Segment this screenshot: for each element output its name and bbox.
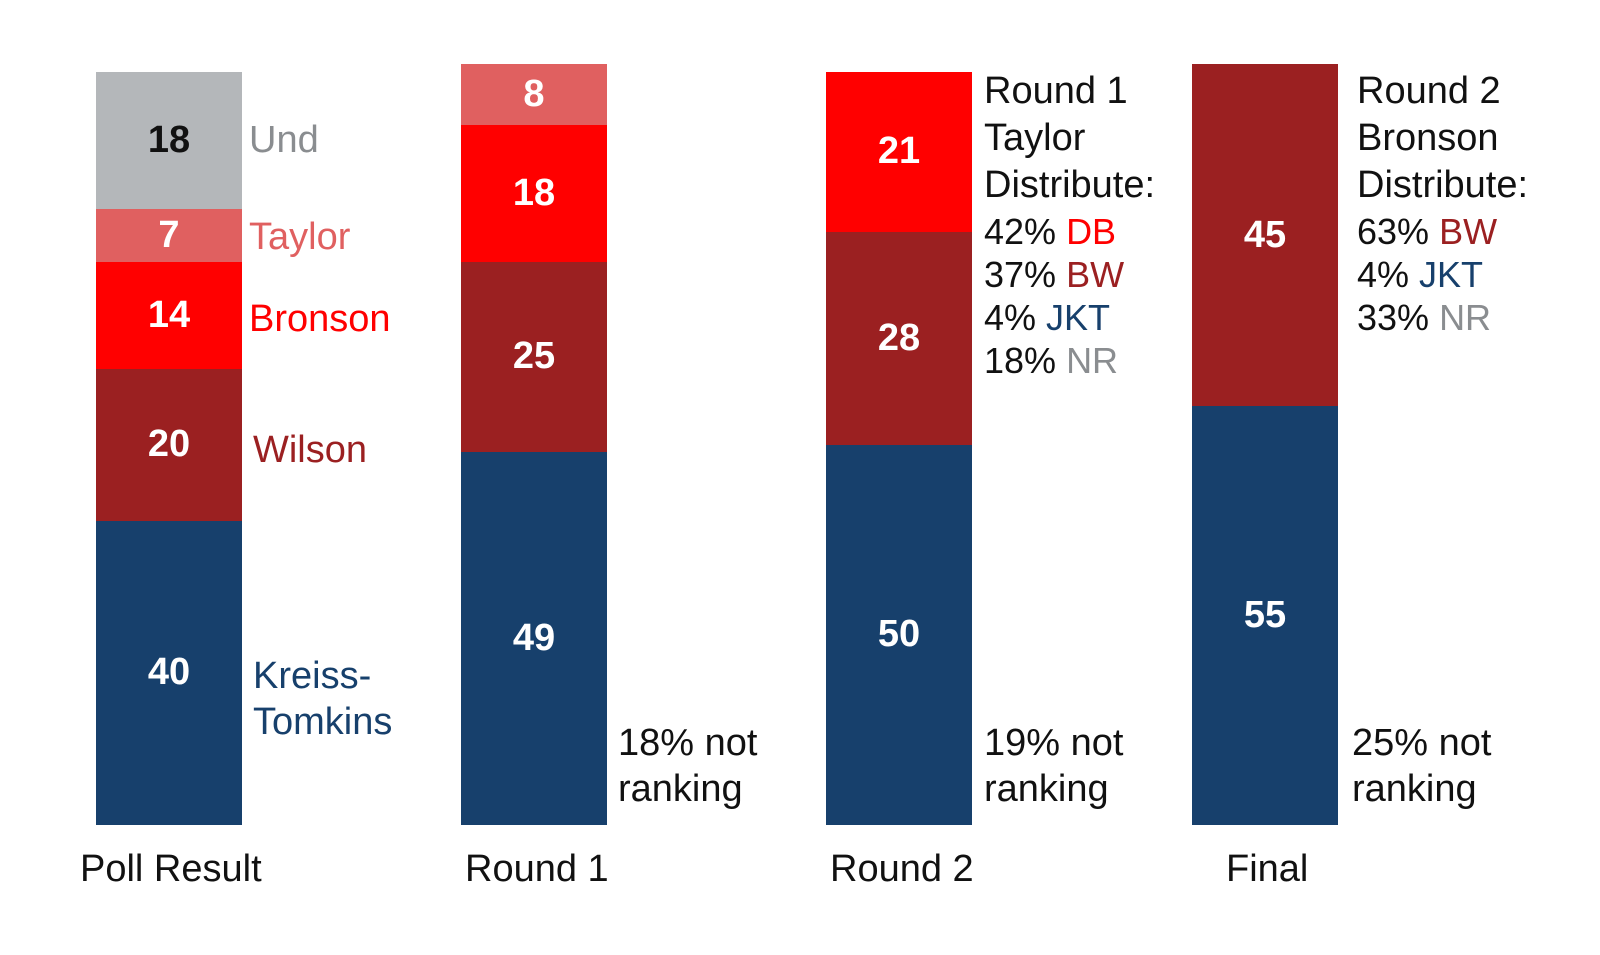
distribution-percent: 4% bbox=[984, 297, 1047, 338]
distribution-row: 4% JKT bbox=[984, 295, 1155, 338]
legend-label-taylor: Taylor bbox=[249, 216, 351, 258]
legend-label-und: Und bbox=[249, 119, 319, 161]
distribution-code: JKT bbox=[1419, 254, 1484, 295]
distribution-percent: 33% bbox=[1357, 297, 1440, 338]
data-label: 18 bbox=[147, 118, 191, 161]
data-label: 40 bbox=[147, 651, 191, 694]
x-category-label: Poll Result bbox=[80, 848, 262, 890]
note-line: ranking bbox=[1352, 768, 1477, 810]
data-label: 49 bbox=[512, 617, 556, 660]
distribution-percent: 4% bbox=[1357, 254, 1420, 295]
legend-label-bronson: Bronson bbox=[249, 298, 391, 340]
distribution-code: NR bbox=[1439, 297, 1492, 338]
distribution-row: 18% NR bbox=[984, 338, 1155, 381]
note-line: 25% not bbox=[1352, 722, 1492, 764]
x-category-label: Round 1 bbox=[465, 848, 609, 890]
note-line: 18% not bbox=[618, 722, 758, 764]
distribution-title-line: Taylor bbox=[984, 117, 1086, 159]
legend-label-wilson: Wilson bbox=[253, 429, 368, 471]
distribution-code: NR bbox=[1066, 340, 1119, 381]
bar-segment-und: 18 bbox=[96, 72, 242, 209]
bar-segment-kreiss-tomkins: 50 bbox=[826, 444, 972, 825]
bar-segment-wilson: 45 bbox=[1192, 64, 1338, 407]
distribution-title-line: Round 1 bbox=[984, 70, 1128, 112]
note-line: 19% not bbox=[984, 722, 1124, 764]
distribution-title-line: Round 2 bbox=[1357, 70, 1501, 112]
distribution-row: 4% JKT bbox=[1357, 252, 1528, 295]
data-label: 7 bbox=[158, 214, 180, 257]
bar-segment-taylor: 8 bbox=[461, 64, 607, 125]
distribution-annotation-round-2: Round 2 Bronson Distribute: 63% BW 4% JKT 33%… bbox=[1357, 68, 1528, 338]
data-label: 8 bbox=[523, 72, 545, 115]
bar-segment-wilson: 20 bbox=[96, 368, 242, 521]
distribution-title-line: Distribute: bbox=[984, 164, 1156, 206]
distribution-annotation-round-1: Round 1 Taylor Distribute: 42% DB 37% BW 4% J… bbox=[984, 68, 1155, 381]
not-ranking-note: 19% not ranking bbox=[984, 720, 1123, 812]
distribution-code: BW bbox=[1439, 211, 1498, 252]
data-label: 18 bbox=[512, 171, 556, 214]
distribution-percent: 18% bbox=[984, 340, 1067, 381]
bar-segment-kreiss-tomkins: 40 bbox=[96, 520, 242, 825]
data-label: 14 bbox=[147, 293, 191, 336]
distribution-row: 63% BW bbox=[1357, 209, 1528, 252]
distribution-percent: 63% bbox=[1357, 211, 1440, 252]
not-ranking-note: 25% not ranking bbox=[1352, 720, 1491, 812]
data-label: 55 bbox=[1243, 594, 1287, 637]
data-label: 45 bbox=[1243, 213, 1287, 256]
bar-segment-wilson: 25 bbox=[461, 261, 607, 453]
distribution-code: DB bbox=[1066, 211, 1117, 252]
distribution-title-line: Distribute: bbox=[1357, 164, 1529, 206]
bar-segment-bronson: 18 bbox=[461, 124, 607, 262]
bar-segment-bronson: 21 bbox=[826, 72, 972, 232]
distribution-title-line: Bronson bbox=[1357, 117, 1499, 159]
bar-segment-kreiss-tomkins: 55 bbox=[1192, 406, 1338, 825]
bar-segment-bronson: 14 bbox=[96, 262, 242, 369]
distribution-code: JKT bbox=[1046, 297, 1111, 338]
distribution-percent: 42% bbox=[984, 211, 1067, 252]
bar-segment-kreiss-tomkins: 49 bbox=[461, 452, 607, 825]
distribution-percent: 37% bbox=[984, 254, 1067, 295]
data-label: 50 bbox=[877, 613, 921, 656]
bar-segment-wilson: 28 bbox=[826, 231, 972, 445]
distribution-row: 42% DB bbox=[984, 209, 1155, 252]
data-label: 25 bbox=[512, 335, 556, 378]
bar-segment-taylor: 7 bbox=[96, 208, 242, 263]
distribution-code: BW bbox=[1066, 254, 1125, 295]
not-ranking-note: 18% not ranking bbox=[618, 720, 757, 812]
data-label: 21 bbox=[877, 130, 921, 173]
data-label: 28 bbox=[877, 316, 921, 359]
distribution-row: 33% NR bbox=[1357, 295, 1528, 338]
x-category-label: Final bbox=[1226, 848, 1309, 890]
legend-label-tomkins: Tomkins bbox=[253, 701, 393, 743]
distribution-row: 37% BW bbox=[984, 252, 1155, 295]
note-line: ranking bbox=[984, 768, 1109, 810]
note-line: ranking bbox=[618, 768, 743, 810]
data-label: 20 bbox=[147, 423, 191, 466]
x-category-label: Round 2 bbox=[830, 848, 974, 890]
legend-label-kreiss: Kreiss- bbox=[253, 655, 372, 697]
